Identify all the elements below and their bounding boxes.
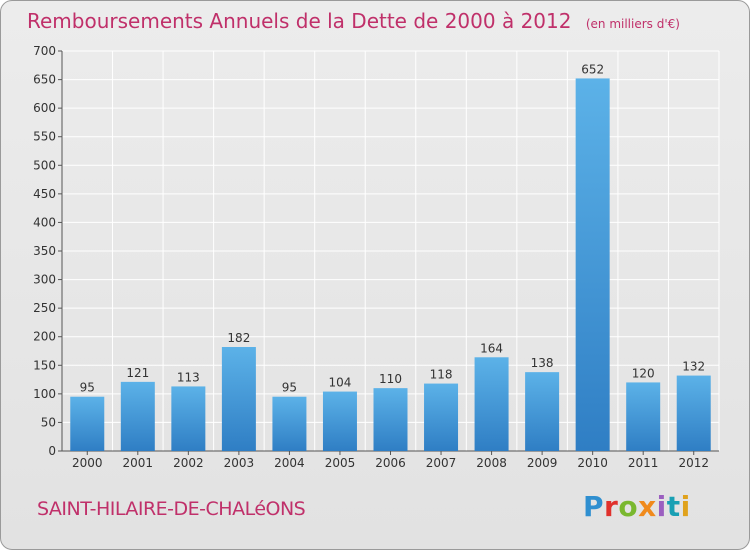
axis-layer: 0 50 100 150 200 250 300 350 400 450 500 550 600 650 7… [33, 44, 719, 470]
bar-2000[interactable] [70, 396, 105, 451]
y-tick-label: 400 [33, 215, 56, 229]
x-tick-label-2000: 2000 [72, 456, 103, 470]
bar-2004[interactable] [272, 396, 307, 451]
y-tick-label: 700 [33, 44, 56, 58]
bar-layer [70, 78, 711, 451]
logo-letter: x [638, 490, 657, 523]
x-tick-label-2007: 2007 [426, 456, 457, 470]
bar-2007[interactable] [424, 383, 459, 451]
data-label-2001: 121 [126, 366, 149, 380]
y-tick-label: 200 [33, 330, 56, 344]
y-tick-label: 300 [33, 273, 56, 287]
y-tick-label: 500 [33, 158, 56, 172]
logo-letter: o [618, 490, 639, 523]
data-label-2011: 120 [632, 366, 655, 380]
y-tick-label: 0 [48, 444, 56, 458]
logo-letter: r [604, 490, 619, 523]
chart-title: Remboursements Annuels de la Dette de 20… [27, 9, 680, 33]
data-label-2009: 138 [531, 356, 554, 370]
data-label-2002: 113 [177, 370, 200, 384]
label-layer: 95 121 113 182 95 104 110 118 164 138 652 120 132 [80, 62, 706, 394]
y-tick-label: 450 [33, 187, 56, 201]
x-tick-label-2012: 2012 [678, 456, 709, 470]
y-tick-label: 650 [33, 73, 56, 87]
bar-2002[interactable] [171, 386, 206, 451]
x-tick-label-2006: 2006 [375, 456, 406, 470]
y-tick-label: 150 [33, 358, 56, 372]
logo-letter: t [666, 490, 681, 523]
bar-2012[interactable] [676, 375, 711, 451]
bar-2008[interactable] [474, 357, 509, 451]
y-tick-label: 350 [33, 244, 56, 258]
bar-2009[interactable] [525, 372, 560, 451]
y-tick-label: 550 [33, 130, 56, 144]
x-tick-label-2004: 2004 [274, 456, 305, 470]
data-label-2007: 118 [430, 368, 453, 382]
logo-letter: i [680, 490, 691, 523]
data-label-2003: 182 [227, 331, 250, 345]
x-tick-label-2008: 2008 [476, 456, 507, 470]
x-tick-label-2011: 2011 [628, 456, 659, 470]
data-label-2000: 95 [80, 381, 95, 395]
x-tick-label-2002: 2002 [173, 456, 204, 470]
commune-name: SAINT-HILAIRE-DE-CHALéONS [37, 498, 306, 520]
bar-2003[interactable] [221, 347, 256, 451]
y-tick-label: 50 [41, 415, 56, 429]
data-label-2005: 104 [329, 376, 352, 390]
chart-title-text: Remboursements Annuels de la Dette de 20… [27, 9, 572, 33]
y-tick-label: 100 [33, 387, 56, 401]
chart-unit-label: (en milliers d'€) [585, 17, 680, 31]
data-label-2004: 95 [282, 381, 297, 395]
proxiti-logo[interactable]: Proxiti [583, 490, 691, 523]
x-tick-label-2003: 2003 [224, 456, 255, 470]
bar-2011[interactable] [626, 382, 661, 451]
logo-letter: P [583, 490, 605, 523]
data-label-2006: 110 [379, 372, 402, 386]
y-tick-label: 250 [33, 301, 56, 315]
data-label-2010: 652 [581, 62, 604, 76]
x-tick-label-2001: 2001 [123, 456, 154, 470]
data-label-2012: 132 [682, 360, 705, 374]
x-tick-label-2005: 2005 [325, 456, 356, 470]
logo-letter: i [656, 490, 667, 523]
x-tick-label-2010: 2010 [577, 456, 608, 470]
x-tick-label-2009: 2009 [527, 456, 558, 470]
bar-2001[interactable] [120, 381, 155, 451]
y-tick-label: 600 [33, 101, 56, 115]
bar-2005[interactable] [322, 391, 357, 451]
bar-2010[interactable] [575, 78, 610, 451]
data-label-2008: 164 [480, 341, 503, 355]
bar-2006[interactable] [373, 388, 408, 451]
